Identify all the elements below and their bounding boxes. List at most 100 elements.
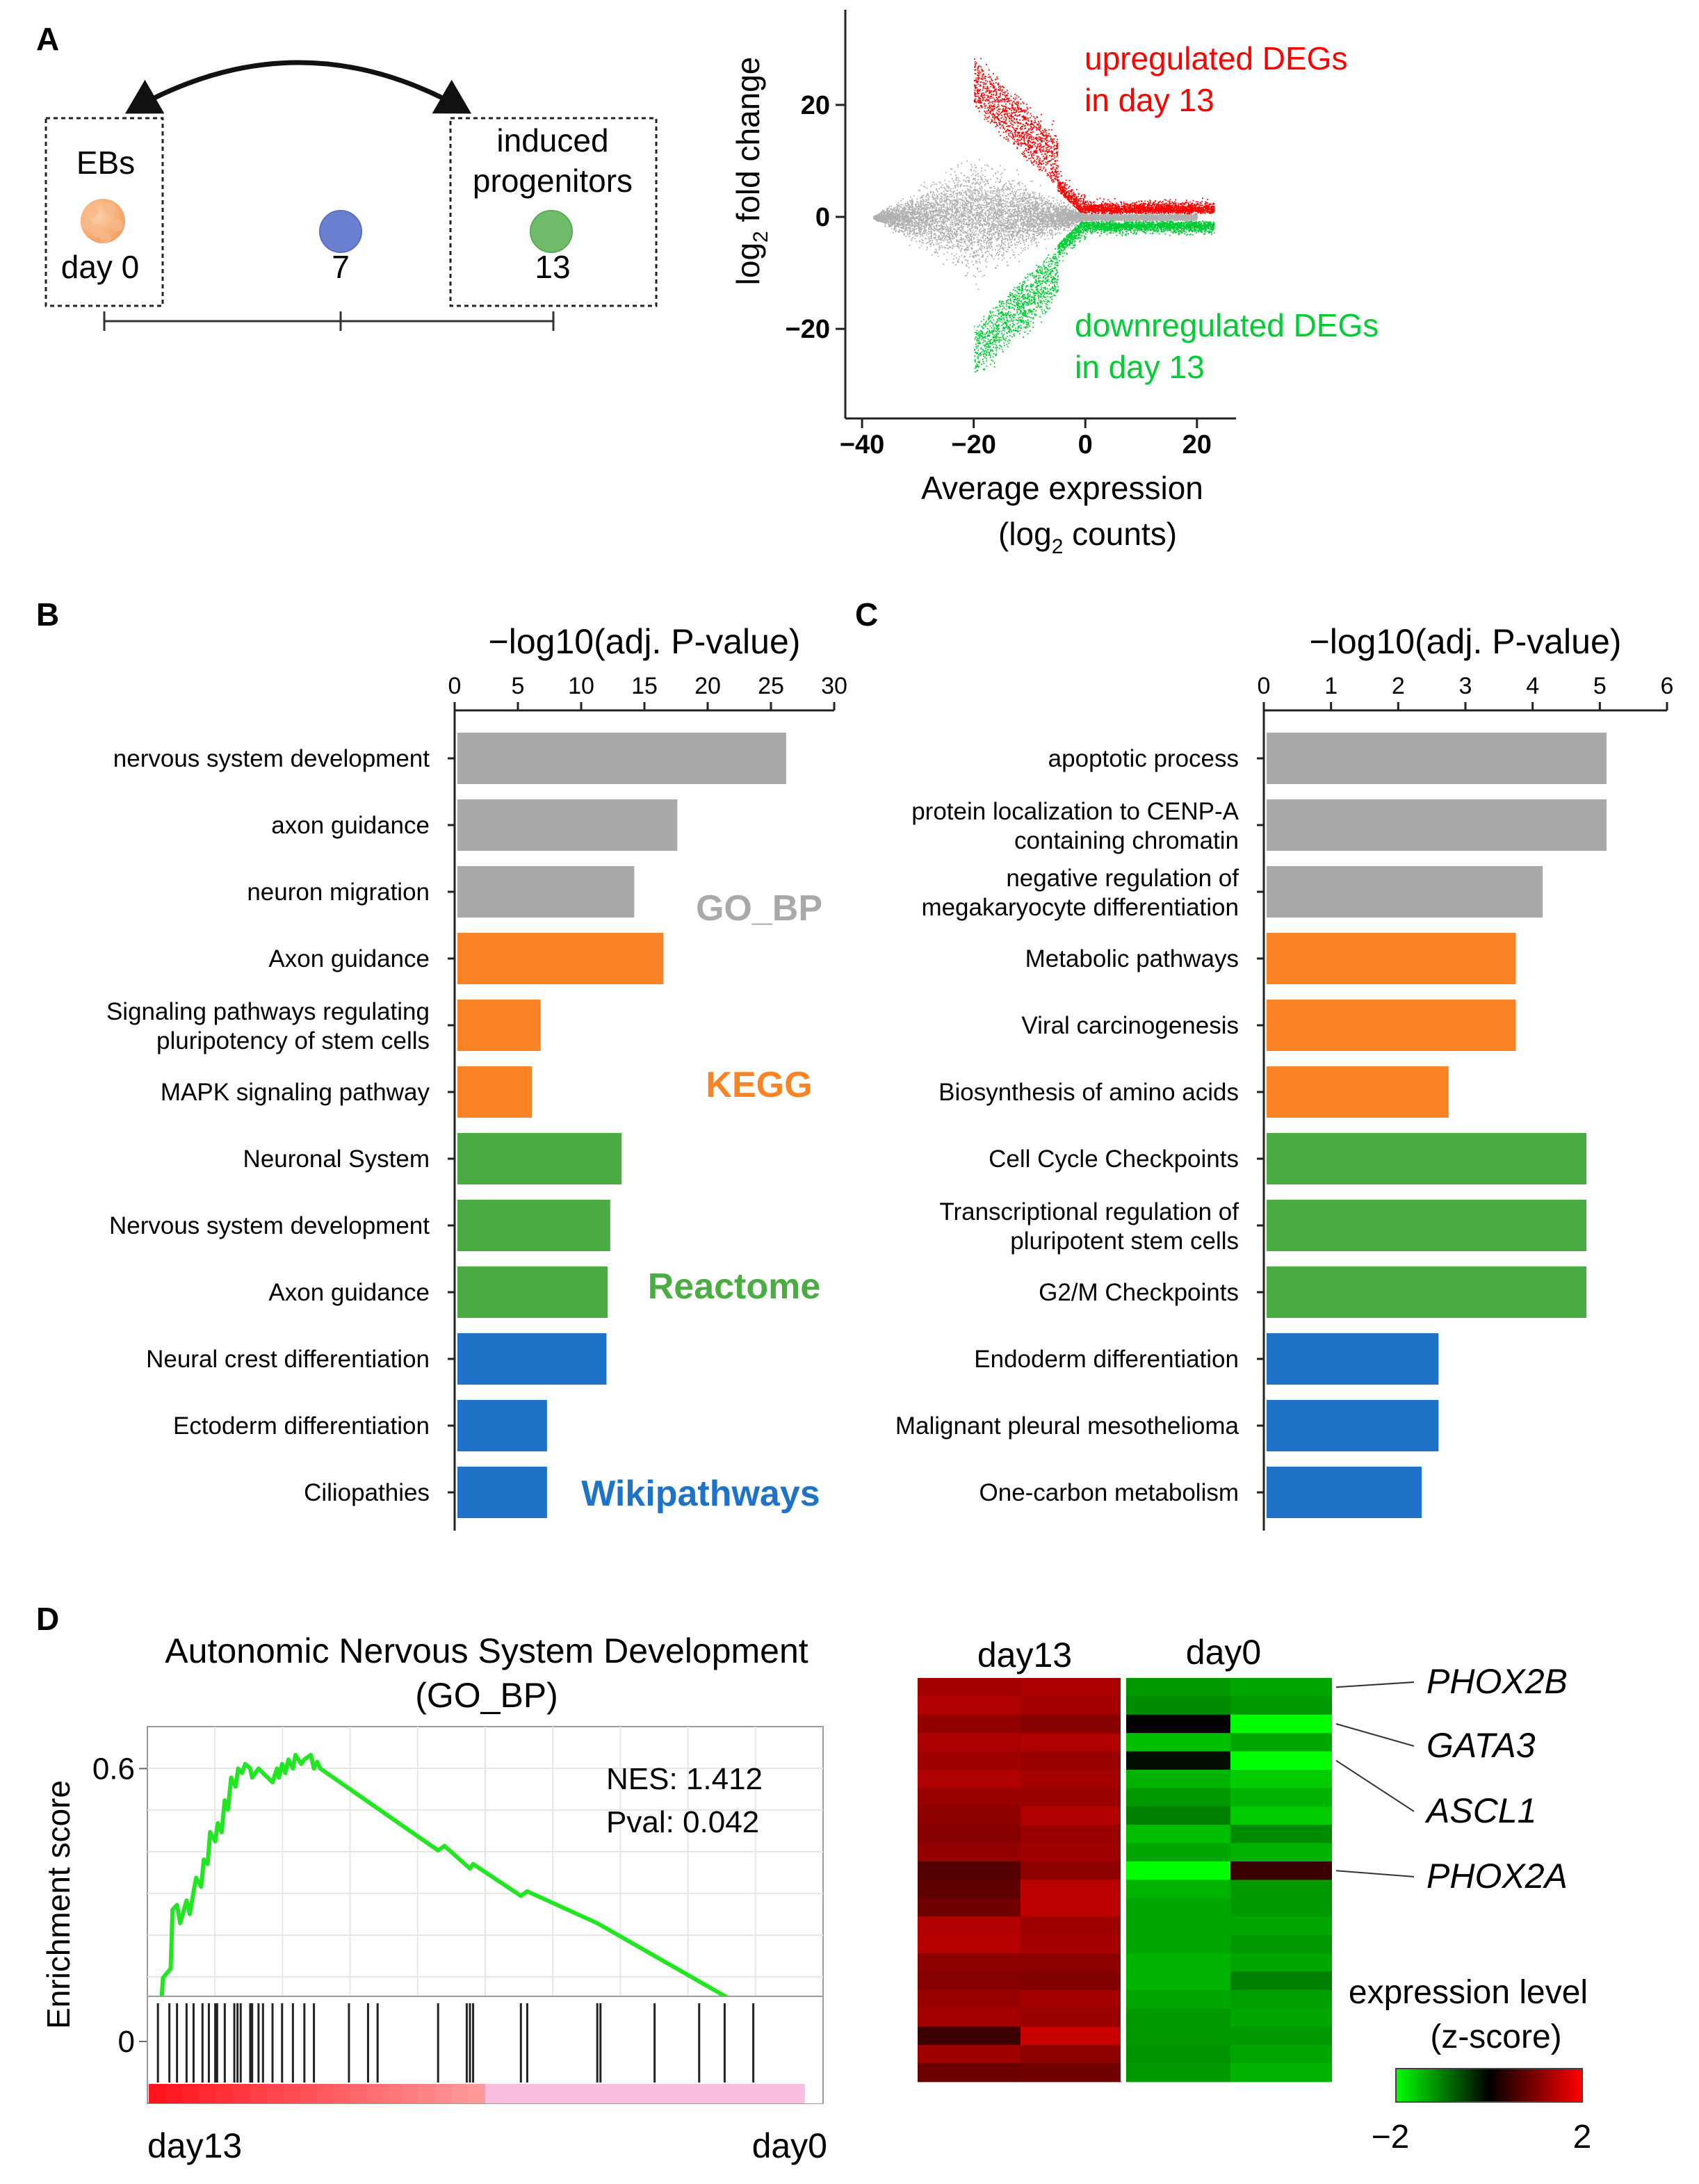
bar-6	[457, 1133, 622, 1184]
heatmap-cell	[1230, 1751, 1332, 1770]
heatmap-cell	[918, 1806, 1021, 1825]
gsea-rank-segment	[552, 2084, 570, 2103]
gsea-rank-segment	[603, 2084, 621, 2103]
panel-letter-a: A	[36, 21, 59, 57]
bar-xtick-label: 6	[1661, 673, 1674, 699]
ma-ticks: −40 −20 0 20 20 0 −20	[786, 91, 1212, 459]
induced-box	[449, 117, 658, 307]
bar-5	[1267, 1066, 1449, 1118]
bar-label-4-a: Signaling pathways regulating	[106, 998, 430, 1025]
gsea-rank-segment	[804, 2084, 822, 2103]
bar-label-8: Axon guidance	[268, 1279, 430, 1306]
heatmap-cell	[1230, 2045, 1332, 2064]
bar-chart-b: −log10(adj. P-value) 0 5 10 15 20 25 30 nervous …	[106, 622, 847, 1531]
gsea-rank-segment	[502, 2084, 520, 2103]
gsea-rank-segment	[149, 2084, 167, 2103]
bar-xtick-label: 5	[1593, 673, 1607, 699]
gsea-xlabel-right: day0	[752, 2126, 827, 2165]
gsea-rank-segment	[519, 2084, 537, 2103]
ma-xtick-label: −40	[840, 430, 884, 459]
ma-points	[873, 58, 1215, 373]
bar-xtick-label: 3	[1459, 673, 1472, 699]
heatmap-cell	[1126, 2063, 1230, 2083]
heatmap-cell	[918, 2026, 1021, 2046]
bar-label-1-a: protein localization to CENP-A	[911, 798, 1239, 825]
gsea-rank-segment	[687, 2084, 705, 2103]
bar-6	[1267, 1133, 1586, 1184]
bar-4	[457, 1000, 541, 1051]
bar-xtick-label: 20	[694, 673, 721, 699]
heatmap-cell	[1126, 1843, 1230, 1862]
gsea-rank-segment	[434, 2084, 453, 2103]
bar-10	[1267, 1400, 1439, 1451]
gsea-rank-segment	[199, 2084, 217, 2103]
colorbar	[1395, 2068, 1583, 2103]
gsea-rank-bar	[149, 2084, 822, 2103]
bar-axis-title: −log10(adj. P-value)	[489, 622, 801, 661]
panel-letter-b: B	[36, 596, 59, 633]
heatmap-cell	[1126, 1733, 1230, 1752]
bar-xtick-label: 10	[568, 673, 594, 699]
gsea-title: Autonomic Nervous System Development	[165, 1631, 808, 1670]
heatmap-cell	[918, 1916, 1021, 1936]
day13-cell-icon	[530, 210, 573, 253]
gsea-rank-segment	[670, 2084, 688, 2103]
gsea-rank-segment	[182, 2084, 200, 2103]
ma-ytick-label: 0	[815, 203, 830, 232]
heatmap-cell	[1230, 1825, 1332, 1844]
ma-ytick-label: −20	[786, 315, 830, 344]
gsea-rank-segment	[619, 2084, 637, 2103]
heatmap-cell	[1230, 1989, 1332, 2009]
heatmap-cell	[1021, 1898, 1122, 1917]
heatmap-cell	[918, 1880, 1021, 1899]
bar-8	[457, 1266, 608, 1318]
gsea-ylabel: Enrichment score	[40, 1780, 76, 2029]
bar-2	[1267, 866, 1543, 918]
heatmap-cell	[1126, 1714, 1230, 1734]
heatmap-cell	[1021, 1953, 1122, 1972]
bar-1	[1267, 799, 1607, 851]
gsea-rank-segment	[300, 2084, 318, 2103]
gsea-rank-segment	[401, 2084, 419, 2103]
eb-box	[44, 117, 164, 307]
bar-xtick-label: 2	[1392, 673, 1405, 699]
heatmap-cell	[1021, 1971, 1122, 1991]
heatmap-cell	[1230, 1934, 1332, 1954]
eb-label: EBs	[76, 145, 135, 181]
gsea-rank-segment	[569, 2084, 587, 2103]
bar-3	[1267, 933, 1516, 984]
colorbar-title-2: (z-score)	[1430, 2019, 1561, 2055]
heatmap-cell	[1230, 1678, 1332, 1697]
heatmap-gene-labels: PHOX2B GATA3 ASCL1 PHOX2A	[1335, 1662, 1568, 1896]
gsea-ytick-label: 0.6	[92, 1752, 135, 1786]
gsea-rank-segment	[704, 2084, 722, 2103]
heatmap-cell	[1126, 1825, 1230, 1844]
heatmap-cell	[918, 1843, 1021, 1862]
gsea-rank-segment	[586, 2084, 604, 2103]
bar-8	[1267, 1266, 1586, 1318]
bar-label-8: G2/M Checkpoints	[1039, 1279, 1239, 1306]
bar-xtick-label: 25	[758, 673, 784, 699]
heatmap-cell	[918, 1825, 1021, 1844]
bar-label-7-a: Transcriptional regulation of	[939, 1198, 1239, 1225]
bar-2	[457, 866, 635, 918]
bar-label-7-b: pluripotent stem cells	[1010, 1228, 1239, 1255]
heatmap-cell	[1021, 1934, 1122, 1954]
ma-down-label-2: in day 13	[1075, 349, 1205, 385]
ma-up-label-2: in day 13	[1084, 82, 1214, 118]
bar-9	[1267, 1333, 1439, 1385]
enrichment-score-line	[149, 1752, 790, 2044]
colorbar-title-1: expression level	[1349, 1974, 1588, 2011]
bar-0	[1267, 733, 1607, 784]
heatmap-cell	[1230, 1714, 1332, 1734]
ma-ylabel: log2 fold change	[730, 57, 772, 286]
heatmap-cell	[1021, 1678, 1122, 1697]
heatmap-cell	[1126, 1770, 1230, 1788]
heatmap-cell	[1021, 1714, 1122, 1734]
ma-ytick-label: 20	[801, 91, 830, 120]
gsea-plot: Autonomic Nervous System Development (GO…	[40, 1631, 827, 2165]
heatmap-cell	[1021, 1806, 1122, 1825]
heatmap-cell	[1126, 1861, 1230, 1880]
ma-xlabel-2: (log2 counts)	[998, 516, 1177, 558]
heatmap-cell	[1126, 1678, 1230, 1697]
